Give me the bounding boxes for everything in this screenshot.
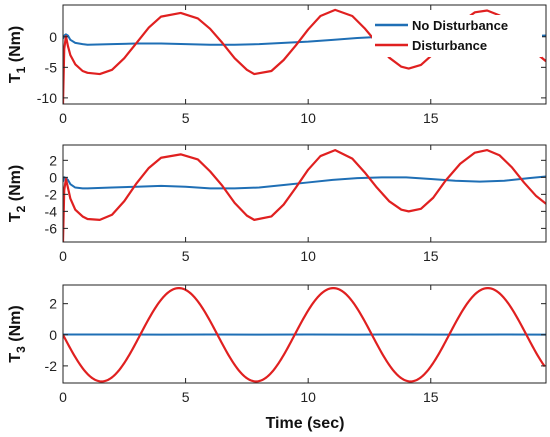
y-tick-label: 0 — [49, 169, 57, 185]
y-axis-title: T2 (Nm) — [7, 165, 28, 222]
x-tick-label: 15 — [423, 248, 439, 264]
x-tick-label: 0 — [59, 389, 67, 405]
x-tick-label: 10 — [300, 248, 316, 264]
x-tick-label: 5 — [182, 389, 190, 405]
plot-frame — [62, 144, 547, 243]
legend-label-no-disturbance: No Disturbance — [412, 18, 508, 33]
y-tick-label: -2 — [45, 358, 58, 374]
y-tick-label: 0 — [49, 29, 57, 45]
y-tick-label: -6 — [45, 220, 58, 236]
x-tick-label: 10 — [300, 110, 316, 126]
y-axis-title: T3 (Nm) — [7, 305, 28, 362]
plot-frame — [62, 284, 547, 384]
x-tick-label: 15 — [423, 389, 439, 405]
y-tick-label: 2 — [49, 296, 57, 312]
series-line-disturbance — [63, 287, 546, 383]
x-tick-label: 15 — [423, 110, 439, 126]
x-tick-label: 10 — [300, 389, 316, 405]
plot-frame — [62, 4, 547, 105]
x-tick-label: 0 — [59, 248, 67, 264]
x-tick-label: 0 — [59, 110, 67, 126]
y-tick-label: 2 — [49, 152, 57, 168]
legend-label-disturbance: Disturbance — [412, 38, 487, 53]
legend: No Disturbance Disturbance — [372, 15, 542, 57]
y-tick-label: -10 — [37, 90, 57, 106]
legend-box — [372, 15, 542, 57]
y-tick-label: -4 — [45, 203, 58, 219]
series-group — [63, 149, 546, 242]
x-axis-title: Time (sec) — [266, 415, 345, 432]
series-line-disturbance — [63, 149, 546, 242]
x-tick-label: 5 — [182, 248, 190, 264]
y-axis-title: T1 (Nm) — [7, 26, 28, 83]
y-tick-label: -2 — [45, 186, 58, 202]
y-tick-label: -5 — [45, 59, 58, 75]
series-group — [63, 287, 546, 383]
y-tick-label: 0 — [49, 327, 57, 343]
x-tick-label: 5 — [182, 110, 190, 126]
